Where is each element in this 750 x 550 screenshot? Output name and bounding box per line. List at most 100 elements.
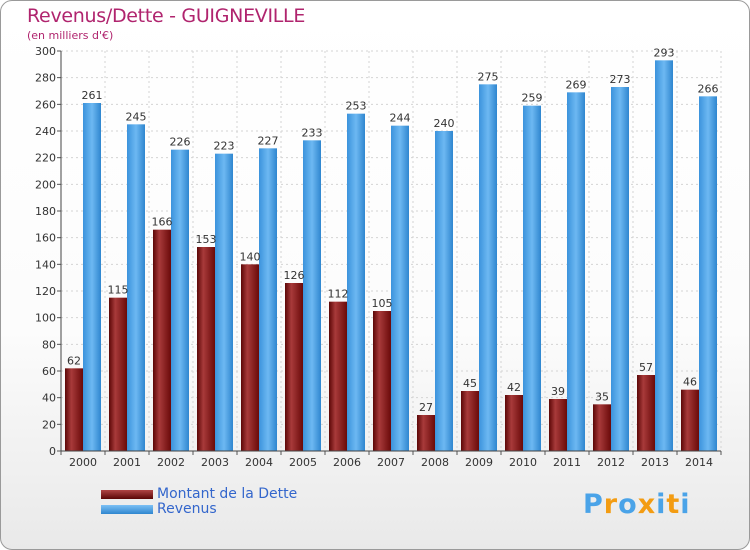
bar-revenus bbox=[479, 84, 497, 451]
bar-dette bbox=[505, 395, 523, 451]
data-label-dette: 126 bbox=[284, 269, 305, 282]
y-tick-label: 300 bbox=[35, 45, 56, 58]
bar-dette bbox=[109, 297, 127, 451]
data-label-revenus: 226 bbox=[170, 136, 191, 149]
bar-revenus bbox=[83, 103, 101, 451]
bar-dette bbox=[197, 247, 215, 451]
bar-dette bbox=[637, 375, 655, 451]
data-label-dette: 62 bbox=[67, 354, 81, 367]
x-tick-label: 2013 bbox=[641, 456, 669, 469]
data-label-revenus: 240 bbox=[434, 117, 455, 130]
y-tick-label: 280 bbox=[35, 72, 56, 85]
logo-letter: t bbox=[666, 489, 681, 520]
y-tick-label: 80 bbox=[42, 338, 56, 351]
bar-revenus bbox=[259, 148, 277, 452]
x-tick-label: 2009 bbox=[465, 456, 493, 469]
x-tick-label: 2014 bbox=[685, 456, 713, 469]
x-tick-label: 2006 bbox=[333, 456, 361, 469]
x-tick-label: 2012 bbox=[597, 456, 625, 469]
bar-dette bbox=[373, 311, 391, 451]
bar-dette bbox=[241, 264, 259, 451]
y-tick-label: 240 bbox=[35, 125, 56, 138]
logo-letter: o bbox=[618, 489, 638, 520]
bar-revenus bbox=[303, 140, 321, 452]
bar-revenus bbox=[347, 113, 365, 452]
logo-letter: x bbox=[637, 489, 657, 520]
bar-revenus bbox=[699, 96, 717, 451]
logo-letter: r bbox=[603, 489, 619, 520]
bar-dette bbox=[329, 301, 347, 451]
y-tick-label: 220 bbox=[35, 152, 56, 165]
x-tick-label: 2008 bbox=[421, 456, 449, 469]
data-label-revenus: 275 bbox=[478, 70, 499, 83]
x-tick-label: 2011 bbox=[553, 456, 581, 469]
data-label-revenus: 244 bbox=[390, 112, 411, 125]
data-label-revenus: 233 bbox=[302, 126, 323, 139]
axis-layer: 0 20 40 60 80 100 120 140 160 180 200 220 240 260 280 3… bbox=[35, 45, 722, 469]
y-tick-label: 180 bbox=[35, 205, 56, 218]
data-label-dette: 27 bbox=[419, 401, 433, 414]
proxiti-logo: Proxiti bbox=[583, 489, 691, 520]
x-tick-label: 2002 bbox=[157, 456, 185, 469]
y-tick-label: 200 bbox=[35, 178, 56, 191]
data-label-revenus: 293 bbox=[654, 46, 675, 59]
bar-dette bbox=[153, 229, 171, 451]
y-tick-label: 100 bbox=[35, 312, 56, 325]
y-tick-label: 40 bbox=[42, 392, 56, 405]
x-tick-label: 2000 bbox=[69, 456, 97, 469]
chart-title: Revenus/Dette - GUIGNEVILLE bbox=[27, 5, 306, 27]
bar-revenus bbox=[611, 87, 629, 451]
y-tick-label: 0 bbox=[49, 445, 56, 458]
y-tick-label: 140 bbox=[35, 258, 56, 271]
data-label-dette: 115 bbox=[108, 284, 129, 297]
y-tick-label: 160 bbox=[35, 232, 56, 245]
data-label-dette: 105 bbox=[372, 297, 393, 310]
bar-dette bbox=[417, 415, 435, 451]
legend-label-dette: Montant de la Dette bbox=[157, 486, 298, 502]
data-label-dette: 39 bbox=[551, 385, 565, 398]
bar-dette bbox=[285, 283, 303, 451]
chart-subtitle: (en milliers d'€) bbox=[27, 29, 114, 42]
legend-label-revenus: Revenus bbox=[157, 501, 217, 517]
bar-dette bbox=[593, 404, 611, 451]
bar-revenus bbox=[523, 105, 541, 452]
data-label-revenus: 266 bbox=[698, 82, 719, 95]
data-label-dette: 57 bbox=[639, 361, 653, 374]
data-label-dette: 153 bbox=[196, 233, 217, 246]
x-tick-label: 2003 bbox=[201, 456, 229, 469]
data-label-dette: 112 bbox=[328, 288, 349, 301]
data-label-revenus: 261 bbox=[82, 89, 103, 102]
bar-layer bbox=[65, 60, 717, 452]
legend-item-revenus: Revenus bbox=[101, 501, 401, 517]
data-label-dette: 140 bbox=[240, 250, 261, 263]
logo-letter: P bbox=[583, 489, 604, 520]
bar-revenus bbox=[171, 149, 189, 451]
label-layer: 62 261 115 245 166 226 153 223 140 227 126 233 112 25… bbox=[67, 46, 719, 414]
logo-letter: i bbox=[656, 489, 667, 520]
data-label-revenus: 273 bbox=[610, 73, 631, 86]
x-tick-label: 2005 bbox=[289, 456, 317, 469]
data-label-dette: 42 bbox=[507, 381, 521, 394]
x-tick-label: 2001 bbox=[113, 456, 141, 469]
data-label-revenus: 269 bbox=[566, 78, 587, 91]
x-tick-label: 2007 bbox=[377, 456, 405, 469]
data-label-revenus: 227 bbox=[258, 134, 279, 147]
legend-item-dette: Montant de la Dette bbox=[101, 486, 401, 502]
legend-swatch-revenus bbox=[101, 505, 153, 514]
y-tick-label: 60 bbox=[42, 365, 56, 378]
data-label-dette: 166 bbox=[152, 216, 173, 229]
x-tick-label: 2004 bbox=[245, 456, 273, 469]
data-label-dette: 35 bbox=[595, 390, 609, 403]
legend: Montant de la Dette Revenus bbox=[101, 486, 401, 517]
x-tick-label: 2010 bbox=[509, 456, 537, 469]
bar-revenus bbox=[567, 92, 585, 451]
bar-revenus bbox=[127, 124, 145, 451]
data-label-dette: 46 bbox=[683, 376, 697, 389]
data-label-dette: 45 bbox=[463, 377, 477, 390]
bar-revenus bbox=[655, 60, 673, 451]
logo-letter: i bbox=[680, 489, 691, 520]
data-label-revenus: 245 bbox=[126, 110, 147, 123]
bar-revenus bbox=[391, 125, 409, 452]
